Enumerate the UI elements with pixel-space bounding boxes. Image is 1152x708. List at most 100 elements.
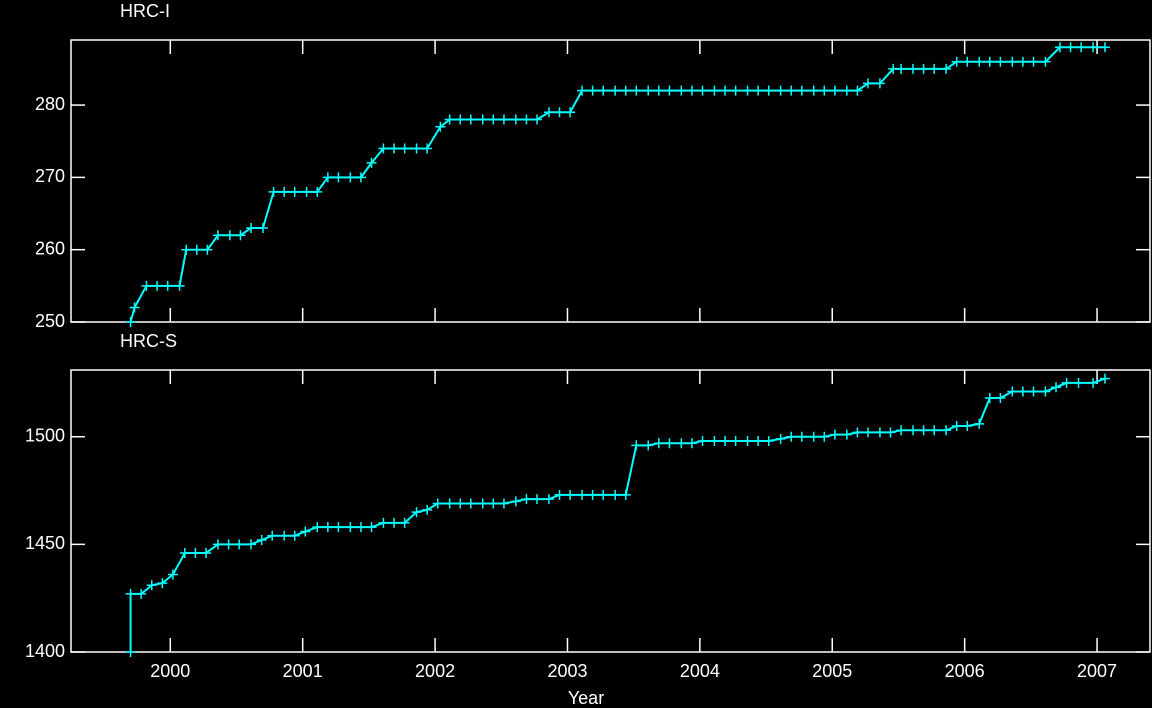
data-point — [720, 436, 731, 447]
data-point — [322, 172, 333, 183]
data-point — [951, 420, 962, 431]
data-point — [908, 425, 919, 436]
data-point — [796, 85, 807, 96]
data-point — [152, 280, 163, 291]
data-point — [136, 588, 147, 599]
data-point — [1007, 56, 1018, 67]
data-point — [1040, 56, 1051, 67]
data-point — [477, 114, 488, 125]
data-point — [224, 230, 235, 241]
data-point — [455, 498, 466, 509]
data-point — [565, 489, 576, 500]
data-point — [322, 522, 333, 533]
data-point — [631, 440, 642, 451]
y-tick-label: 260 — [35, 238, 65, 258]
data-point — [775, 433, 786, 444]
data-point — [577, 85, 588, 96]
data-point — [974, 56, 985, 67]
x-tick-label: 2007 — [1077, 661, 1117, 681]
data-point — [598, 85, 609, 96]
data-point — [941, 63, 952, 74]
data-point — [378, 517, 389, 528]
data-point — [974, 418, 985, 429]
data-point — [333, 522, 344, 533]
data-point — [532, 494, 543, 505]
data-point — [289, 186, 300, 197]
data-point — [565, 107, 576, 118]
data-point — [300, 526, 311, 537]
data-point — [279, 186, 290, 197]
data-point — [1017, 56, 1028, 67]
data-point — [841, 85, 852, 96]
data-point — [146, 580, 157, 591]
data-point — [411, 507, 422, 518]
data-point — [190, 547, 201, 558]
data-line — [129, 377, 1106, 652]
data-point — [1028, 56, 1039, 67]
data-point — [941, 425, 952, 436]
data-point — [1099, 373, 1110, 384]
data-point — [620, 85, 631, 96]
data-point — [908, 63, 919, 74]
data-point — [896, 425, 907, 436]
data-point — [1076, 42, 1087, 53]
data-point — [378, 143, 389, 154]
data-point — [929, 425, 940, 436]
data-point — [1054, 42, 1065, 53]
data-point — [984, 392, 995, 403]
data-point — [1028, 386, 1039, 397]
data-point — [201, 547, 212, 558]
data-point — [753, 85, 764, 96]
data-point — [399, 143, 410, 154]
data-point — [664, 438, 675, 449]
data-point — [521, 114, 532, 125]
data-point — [676, 438, 687, 449]
data-point — [697, 436, 708, 447]
x-tick-label: 2000 — [150, 661, 190, 681]
data-point — [829, 429, 840, 440]
data-point — [808, 85, 819, 96]
y-tick-label: 1450 — [25, 533, 65, 553]
data-point — [235, 230, 246, 241]
data-point — [498, 498, 509, 509]
data-point — [1017, 386, 1028, 397]
data-point — [191, 244, 202, 255]
data-point — [686, 85, 697, 96]
data-point — [179, 547, 190, 558]
data-point — [465, 498, 476, 509]
data-point — [455, 114, 466, 125]
data-point — [1040, 386, 1051, 397]
x-tick-label: 2002 — [415, 661, 455, 681]
plot-frame — [70, 39, 1151, 323]
data-point — [819, 431, 830, 442]
data-point — [808, 431, 819, 442]
data-point — [162, 280, 173, 291]
y-tick-label: 280 — [35, 94, 65, 114]
data-point — [355, 522, 366, 533]
data-point — [498, 114, 509, 125]
data-point — [995, 56, 1006, 67]
data-point — [720, 85, 731, 96]
data-point — [129, 302, 140, 313]
data-point — [709, 436, 720, 447]
data-point — [951, 56, 962, 67]
x-axis-label: Year — [568, 688, 604, 708]
data-point — [289, 530, 300, 541]
data-point — [125, 588, 136, 599]
data-point — [664, 85, 675, 96]
data-point — [432, 498, 443, 509]
y-tick-label: 270 — [35, 166, 65, 186]
data-point — [1007, 386, 1018, 397]
data-point — [167, 569, 178, 580]
data-point — [301, 186, 312, 197]
data-point — [874, 78, 885, 89]
data-point — [268, 186, 279, 197]
data-point — [742, 436, 753, 447]
data-point — [929, 63, 940, 74]
data-point — [488, 498, 499, 509]
data-point — [610, 85, 621, 96]
data-point — [202, 244, 213, 255]
data-point — [510, 496, 521, 507]
data-point — [345, 522, 356, 533]
